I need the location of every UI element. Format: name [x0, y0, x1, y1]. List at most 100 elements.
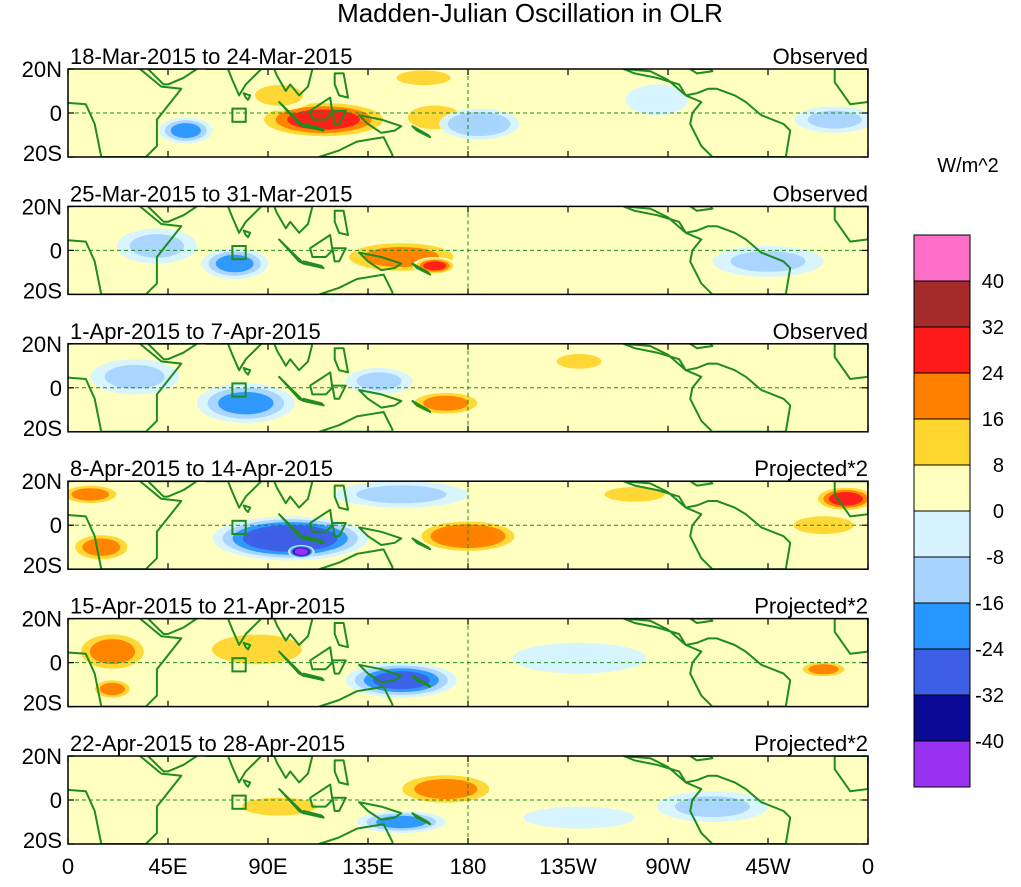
- olr-anomaly-contour: [439, 527, 497, 546]
- olr-anomaly-contour: [295, 548, 308, 555]
- y-tick-label: 20S: [23, 553, 62, 578]
- coastline: [411, 262, 432, 276]
- coastline: [309, 96, 334, 121]
- coastline: [689, 206, 714, 212]
- reference-box: [231, 794, 247, 810]
- olr-anomaly-contour: [808, 664, 839, 675]
- y-tick-label: 20S: [23, 416, 62, 441]
- panel-type-label: Projected*2: [754, 594, 868, 619]
- olr-anomaly-contour: [356, 485, 447, 504]
- coastline: [68, 69, 183, 157]
- coastline: [242, 366, 252, 376]
- y-tick-label: 0: [50, 788, 62, 813]
- coastline: [204, 69, 314, 97]
- reference-box: [231, 107, 247, 123]
- olr-anomaly-contour: [635, 89, 678, 111]
- colorbar-swatch: [913, 372, 971, 420]
- panel-period-label: 1-Apr-2015 to 7-Apr-2015: [70, 319, 321, 344]
- olr-anomaly-contour: [519, 219, 595, 238]
- x-tick-label: 180: [450, 854, 487, 879]
- chart-title: Madden-Julian Oscillation in OLR: [337, 0, 723, 28]
- y-tick-label: 20S: [23, 691, 62, 716]
- reference-box: [231, 382, 247, 398]
- coastline: [147, 756, 198, 773]
- panel-period-label: 25-Mar-2015 to 31-Mar-2015: [70, 181, 352, 206]
- coastline: [358, 801, 403, 821]
- colorbar-level-label: 40: [982, 271, 1004, 293]
- coastline: [147, 206, 198, 223]
- olr-anomaly-contour: [170, 123, 201, 139]
- reference-box: [231, 657, 247, 673]
- x-tick-label: 45W: [745, 854, 790, 879]
- olr-anomaly-contour: [674, 796, 750, 817]
- colorbar: W/m^2 40 32 24 16 8 0 -8 -16 -24 -32 -40: [913, 155, 1004, 788]
- olr-anomaly-contour: [211, 634, 302, 665]
- coastline: [833, 481, 868, 518]
- colorbar-level-label: 16: [982, 409, 1004, 431]
- coastline: [358, 251, 403, 272]
- y-tick-label: 0: [50, 101, 62, 126]
- colorbar-swatch: [913, 280, 971, 328]
- x-tick-label: 45E: [148, 854, 187, 879]
- coastline: [242, 229, 252, 239]
- reference-box: [231, 519, 247, 536]
- coastline: [333, 209, 349, 236]
- map-field: [68, 481, 868, 570]
- olr-anomaly-contour: [807, 110, 862, 129]
- coastline: [309, 783, 334, 808]
- coastline: [622, 618, 792, 707]
- coastline: [68, 343, 183, 432]
- coastline: [331, 659, 347, 675]
- olr-anomaly-contour: [356, 372, 402, 391]
- colorbar-level-label: -8: [986, 547, 1004, 569]
- olr-anomaly-contour: [71, 488, 110, 501]
- map-panel: 20N 0 20S 15-Apr-2015 to 21-Apr-2015 Project…: [22, 594, 869, 716]
- map-field: [68, 343, 868, 432]
- coastline: [68, 206, 183, 295]
- coastline: [358, 526, 403, 547]
- coastline: [331, 384, 347, 400]
- coastline: [689, 618, 714, 624]
- coastline: [622, 69, 792, 157]
- colorbar-level-label: -32: [975, 685, 1004, 707]
- y-tick-label: 20S: [23, 278, 62, 303]
- coastline: [331, 796, 347, 812]
- olr-anomaly-contour: [89, 639, 136, 665]
- y-tick-label: 20N: [22, 469, 62, 494]
- panel-type-label: Observed: [773, 181, 868, 206]
- olr-anomaly-contour: [534, 647, 625, 669]
- x-tick-label: 135E: [342, 854, 393, 879]
- coastline: [204, 481, 314, 509]
- map-panel: 20N 0 20S 1-Apr-2015 to 7-Apr-2015 Observed: [22, 319, 869, 441]
- panel-type-label: Projected*2: [754, 731, 868, 756]
- coastline: [333, 484, 349, 511]
- olr-anomaly-contour: [730, 251, 806, 272]
- coastline: [411, 537, 432, 551]
- coastline: [622, 206, 792, 295]
- coastline: [242, 779, 252, 788]
- y-tick-label: 0: [50, 376, 62, 401]
- colorbar-level-label: -40: [975, 731, 1004, 753]
- reference-box: [231, 244, 247, 261]
- x-tick-label: 0: [862, 854, 874, 879]
- colorbar-swatch: [913, 648, 971, 696]
- coastline: [204, 618, 314, 646]
- olr-anomaly-contour: [129, 234, 184, 258]
- x-tick-label: 0: [62, 854, 74, 879]
- panel-type-label: Projected*2: [754, 456, 868, 481]
- map-field: [68, 756, 868, 844]
- coastline: [242, 504, 252, 514]
- colorbar-level-label: -16: [975, 593, 1004, 615]
- coastline: [333, 347, 349, 374]
- colorbar-swatch: [913, 740, 971, 788]
- coastline: [358, 388, 403, 409]
- coastline: [331, 247, 347, 263]
- coastline: [689, 343, 714, 350]
- y-tick-label: 0: [50, 651, 62, 676]
- olr-anomaly-contour: [99, 682, 125, 696]
- olr-anomaly-contour: [828, 492, 863, 506]
- colorbar-swatch: [913, 418, 971, 466]
- y-tick-label: 20N: [22, 744, 62, 769]
- colorbar-level-label: -24: [975, 639, 1004, 661]
